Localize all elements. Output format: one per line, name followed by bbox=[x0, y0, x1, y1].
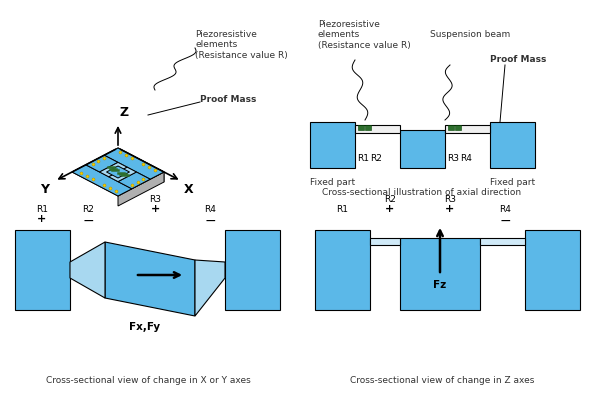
Text: Fixed part: Fixed part bbox=[310, 178, 355, 187]
Text: Y: Y bbox=[40, 183, 49, 196]
Text: R2: R2 bbox=[384, 195, 396, 204]
Text: X: X bbox=[184, 183, 194, 196]
Text: +: + bbox=[445, 204, 455, 214]
Text: Fz: Fz bbox=[433, 280, 446, 290]
FancyBboxPatch shape bbox=[15, 230, 70, 310]
Text: −: − bbox=[82, 214, 94, 228]
FancyBboxPatch shape bbox=[448, 125, 454, 130]
Text: R3: R3 bbox=[444, 195, 456, 204]
FancyBboxPatch shape bbox=[525, 230, 580, 310]
FancyBboxPatch shape bbox=[355, 125, 400, 133]
Text: R1: R1 bbox=[357, 154, 369, 163]
FancyBboxPatch shape bbox=[480, 238, 525, 245]
Text: R4: R4 bbox=[499, 205, 511, 214]
Polygon shape bbox=[109, 167, 136, 182]
FancyBboxPatch shape bbox=[310, 122, 355, 168]
FancyBboxPatch shape bbox=[358, 125, 364, 130]
Polygon shape bbox=[100, 162, 127, 177]
Polygon shape bbox=[72, 148, 164, 196]
Text: Fixed part: Fixed part bbox=[490, 178, 535, 187]
Text: +: + bbox=[385, 204, 395, 214]
Text: Cross-sectional view of change in Z axes: Cross-sectional view of change in Z axes bbox=[350, 376, 534, 385]
Text: −: − bbox=[499, 214, 511, 228]
Polygon shape bbox=[104, 148, 164, 179]
Text: Piezoresistive
elements
(Resistance value R): Piezoresistive elements (Resistance valu… bbox=[318, 20, 411, 50]
FancyBboxPatch shape bbox=[400, 238, 480, 310]
Text: Piezoresistive
elements
(Resistance value R): Piezoresistive elements (Resistance valu… bbox=[195, 30, 288, 60]
Text: R4: R4 bbox=[204, 205, 216, 214]
Text: R3: R3 bbox=[149, 195, 161, 204]
Text: R1: R1 bbox=[336, 205, 348, 214]
FancyBboxPatch shape bbox=[455, 125, 461, 130]
Text: −: − bbox=[204, 214, 216, 228]
Text: Proof Mass: Proof Mass bbox=[490, 55, 547, 64]
FancyBboxPatch shape bbox=[400, 130, 445, 168]
Polygon shape bbox=[105, 242, 195, 316]
FancyBboxPatch shape bbox=[315, 230, 370, 310]
Text: Z: Z bbox=[120, 106, 129, 119]
Polygon shape bbox=[70, 242, 105, 298]
Text: R3: R3 bbox=[447, 154, 459, 163]
Polygon shape bbox=[118, 172, 150, 189]
Polygon shape bbox=[118, 172, 164, 206]
FancyBboxPatch shape bbox=[445, 125, 490, 133]
FancyBboxPatch shape bbox=[225, 230, 280, 310]
Polygon shape bbox=[195, 260, 225, 316]
Text: Proof Mass: Proof Mass bbox=[200, 95, 256, 104]
Polygon shape bbox=[72, 165, 132, 196]
Text: R4: R4 bbox=[460, 154, 472, 163]
Text: +: + bbox=[151, 204, 160, 214]
Text: Cross-sectional illustration of axial direction: Cross-sectional illustration of axial di… bbox=[322, 188, 521, 197]
FancyBboxPatch shape bbox=[365, 125, 371, 130]
Text: +: + bbox=[37, 214, 47, 224]
Polygon shape bbox=[107, 166, 130, 178]
Text: R2: R2 bbox=[370, 154, 382, 163]
Text: R1: R1 bbox=[36, 205, 48, 214]
Polygon shape bbox=[86, 155, 118, 172]
Text: Suspension beam: Suspension beam bbox=[430, 30, 510, 39]
Text: Fx,Fy: Fx,Fy bbox=[130, 322, 161, 332]
FancyBboxPatch shape bbox=[490, 122, 535, 168]
FancyBboxPatch shape bbox=[370, 238, 400, 245]
Text: R2: R2 bbox=[82, 205, 94, 214]
Text: Cross-sectional view of change in X or Y axes: Cross-sectional view of change in X or Y… bbox=[46, 376, 250, 385]
Polygon shape bbox=[118, 148, 164, 182]
